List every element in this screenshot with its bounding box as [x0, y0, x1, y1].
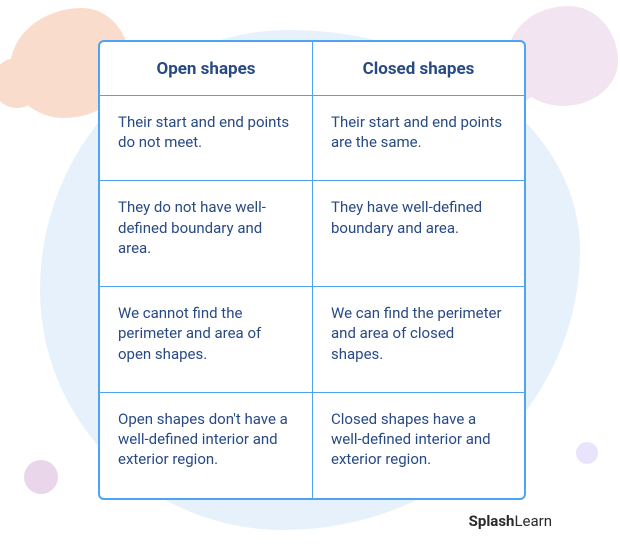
cell-closed: Their start and end points are the same. [312, 96, 524, 181]
table-row: Open shapes don't have a well-defined in… [100, 393, 524, 498]
cell-closed: We can find the perimeter and area of cl… [312, 287, 524, 392]
cell-open: Open shapes don't have a well-defined in… [100, 393, 312, 498]
cell-open: Their start and end points do not meet. [100, 96, 312, 181]
header-closed-shapes: Closed shapes [312, 42, 524, 95]
background-dot-pink [24, 460, 58, 494]
table-row: Their start and end points do not meet. … [100, 96, 524, 182]
cell-closed: Closed shapes have a well-defined interi… [312, 393, 524, 498]
table-row: We cannot find the perimeter and area of… [100, 287, 524, 393]
table-header-row: Open shapes Closed shapes [100, 42, 524, 96]
brand-part1: Splash [469, 512, 515, 530]
brand-logo: SplashLearn [469, 512, 552, 530]
brand-part2: Learn [514, 512, 552, 530]
cell-open: We cannot find the perimeter and area of… [100, 287, 312, 392]
header-open-shapes: Open shapes [100, 42, 312, 95]
cell-closed: They have well-defined boundary and area… [312, 181, 524, 286]
table-row: They do not have well-defined boundary a… [100, 181, 524, 287]
background-dot-lavender [576, 442, 598, 464]
comparison-table: Open shapes Closed shapes Their start an… [98, 40, 526, 500]
cell-open: They do not have well-defined boundary a… [100, 181, 312, 286]
